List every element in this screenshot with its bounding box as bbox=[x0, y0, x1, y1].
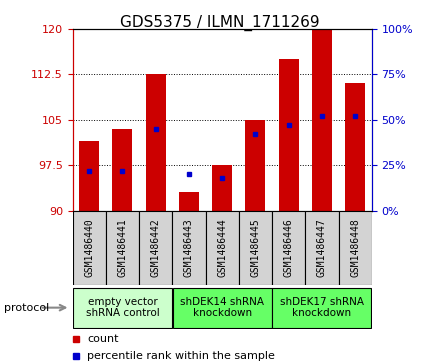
Bar bbox=[79, 141, 99, 211]
FancyBboxPatch shape bbox=[139, 211, 172, 285]
Text: GSM1486447: GSM1486447 bbox=[317, 219, 327, 277]
Bar bbox=[345, 83, 365, 211]
FancyBboxPatch shape bbox=[338, 211, 372, 285]
Text: shDEK14 shRNA
knockdown: shDEK14 shRNA knockdown bbox=[180, 297, 264, 318]
Text: GDS5375 / ILMN_1711269: GDS5375 / ILMN_1711269 bbox=[120, 15, 320, 31]
FancyBboxPatch shape bbox=[73, 211, 106, 285]
Text: GSM1486448: GSM1486448 bbox=[350, 219, 360, 277]
Bar bbox=[179, 192, 199, 211]
FancyBboxPatch shape bbox=[272, 287, 371, 328]
Text: GSM1486441: GSM1486441 bbox=[117, 219, 128, 277]
Bar bbox=[113, 129, 132, 211]
Text: GSM1486445: GSM1486445 bbox=[250, 219, 260, 277]
Text: GSM1486444: GSM1486444 bbox=[217, 219, 227, 277]
Bar bbox=[312, 29, 332, 211]
Text: percentile rank within the sample: percentile rank within the sample bbox=[87, 351, 275, 361]
Bar bbox=[246, 120, 265, 211]
Bar bbox=[279, 59, 299, 211]
Text: GSM1486442: GSM1486442 bbox=[151, 219, 161, 277]
Text: GSM1486440: GSM1486440 bbox=[84, 219, 94, 277]
Text: GSM1486443: GSM1486443 bbox=[184, 219, 194, 277]
FancyBboxPatch shape bbox=[73, 287, 172, 328]
Bar bbox=[146, 74, 166, 211]
FancyBboxPatch shape bbox=[272, 211, 305, 285]
Text: shDEK17 shRNA
knockdown: shDEK17 shRNA knockdown bbox=[280, 297, 364, 318]
Bar bbox=[212, 165, 232, 211]
Text: empty vector
shRNA control: empty vector shRNA control bbox=[86, 297, 159, 318]
Text: protocol: protocol bbox=[4, 303, 50, 313]
FancyBboxPatch shape bbox=[172, 211, 205, 285]
Text: GSM1486446: GSM1486446 bbox=[284, 219, 293, 277]
FancyBboxPatch shape bbox=[106, 211, 139, 285]
FancyBboxPatch shape bbox=[172, 287, 272, 328]
FancyBboxPatch shape bbox=[305, 211, 338, 285]
FancyBboxPatch shape bbox=[205, 211, 239, 285]
FancyBboxPatch shape bbox=[239, 211, 272, 285]
Text: count: count bbox=[87, 334, 119, 344]
